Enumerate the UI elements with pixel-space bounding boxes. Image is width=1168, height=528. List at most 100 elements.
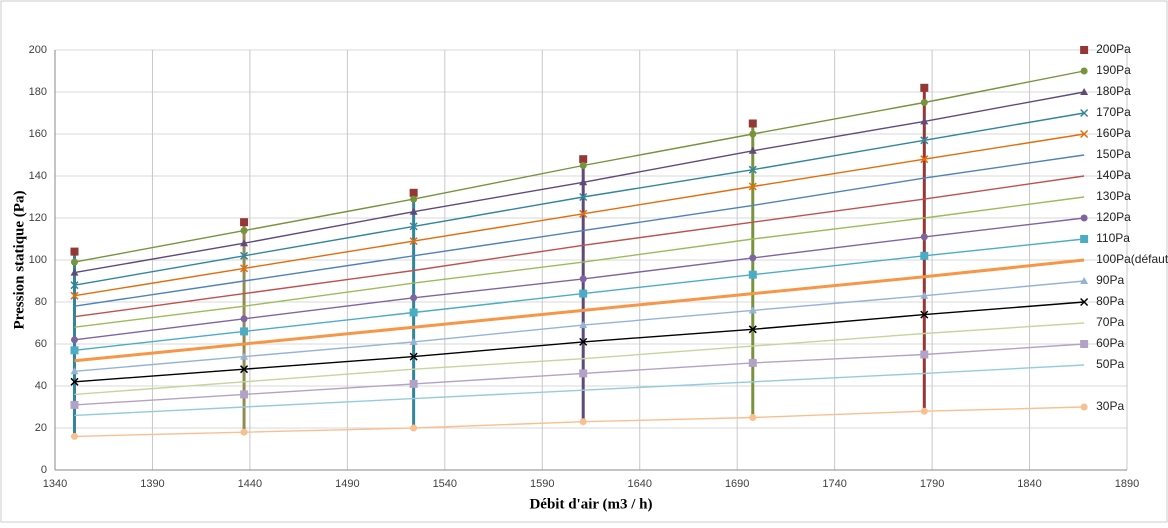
marker [410,195,418,203]
marker [579,321,588,329]
marker [748,165,757,174]
marker [579,155,588,164]
legend-label: 200Pa [1096,42,1131,56]
marker [409,188,418,197]
marker [240,327,249,336]
marker [579,418,587,426]
marker [240,218,249,227]
x-tick-label: 1340 [43,478,67,490]
marker [579,178,588,186]
marker [70,291,79,300]
marker [240,239,249,247]
legend-label: 160Pa [1096,126,1131,140]
marker [1080,235,1089,243]
marker [1080,403,1088,411]
marker [920,233,928,241]
marker [748,182,757,191]
x-tick-label: 1840 [1017,478,1041,490]
marker [410,294,418,302]
x-tick-label: 1440 [238,478,262,490]
marker [749,254,757,262]
marker [920,136,929,145]
series-line [74,322,1085,396]
y-tick-label: 140 [29,170,47,182]
x-tick-label: 1640 [627,478,651,490]
marker [579,162,587,169]
marker [920,83,929,92]
marker [240,365,249,374]
marker [70,336,78,344]
marker [749,130,757,138]
x-tick-label: 1590 [530,478,554,490]
marker [748,358,757,367]
marker [1080,214,1088,222]
legend-label: 110Pa [1096,231,1130,245]
legend-label: 60Pa [1096,336,1124,350]
legend-label: 90Pa [1096,273,1124,287]
legend-label: 50Pa [1096,357,1124,371]
marker [920,251,929,260]
marker [1080,46,1089,54]
y-tick-label: 180 [29,86,47,98]
marker [70,247,79,256]
series-line [74,154,1085,307]
marker [748,325,757,334]
legend-label: 130Pa [1096,189,1131,203]
marker [409,222,418,231]
legend-label: 30Pa [1096,399,1124,413]
marker [748,270,757,279]
marker [1080,340,1089,348]
marker [409,337,418,345]
marker [920,350,929,359]
marker [748,119,757,128]
marker [920,155,929,164]
marker [920,291,929,299]
marker [579,369,588,378]
marker [748,146,757,154]
marker [1080,67,1088,75]
y-tick-label: 100 [29,254,47,266]
marker [579,192,588,202]
marker [409,308,418,317]
marker [240,315,248,323]
marker [240,390,249,399]
marker [920,407,928,415]
series-line [74,196,1085,328]
marker [70,377,79,386]
marker [409,237,418,246]
x-tick-label: 1490 [335,478,359,490]
series-line [74,258,1085,363]
y-tick-label: 0 [41,464,47,476]
legend-label: 190Pa [1096,63,1131,77]
series-line [74,175,1085,318]
y-tick-label: 120 [29,212,47,224]
marker [240,352,249,360]
marker [920,99,928,106]
marker [1080,88,1089,95]
marker [70,258,78,266]
marker [240,227,248,235]
y-tick-label: 60 [35,338,47,350]
legend-label: 80Pa [1096,294,1124,308]
x-tick-label: 1890 [1115,478,1139,490]
x-tick-label: 1740 [822,478,846,490]
marker [70,281,79,290]
marker [240,428,248,436]
marker [70,400,79,409]
x-tick-label: 1390 [140,478,164,490]
legend-label: 70Pa [1096,315,1124,329]
marker [70,268,79,276]
x-tick-label: 1790 [920,478,944,490]
x-tick-label: 1540 [433,478,457,490]
marker [1080,297,1089,307]
marker [70,346,79,355]
marker [579,337,588,346]
marker [70,432,78,440]
marker [920,310,929,319]
marker [1080,277,1089,284]
legend-label: 100Pa(défaut) [1096,252,1168,266]
x-axis-label: Débit d'air (m3 / h) [529,496,652,512]
legend-label: 120Pa [1096,210,1131,224]
y-tick-label: 80 [35,296,47,308]
